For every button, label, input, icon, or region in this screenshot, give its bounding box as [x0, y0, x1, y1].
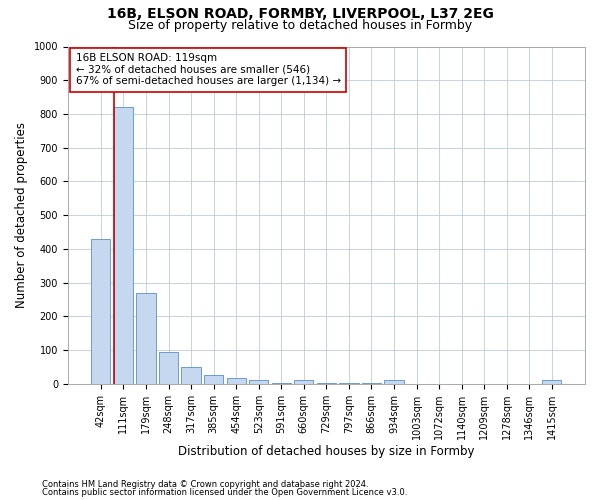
Bar: [249, 380, 268, 384]
Bar: [159, 352, 178, 384]
Text: Size of property relative to detached houses in Formby: Size of property relative to detached ho…: [128, 18, 472, 32]
Text: 16B, ELSON ROAD, FORMBY, LIVERPOOL, L37 2EG: 16B, ELSON ROAD, FORMBY, LIVERPOOL, L37 …: [107, 8, 493, 22]
Bar: [136, 292, 155, 384]
Bar: [204, 376, 223, 384]
Bar: [227, 378, 246, 384]
Bar: [317, 383, 336, 384]
Bar: [340, 383, 359, 384]
Bar: [362, 383, 381, 384]
Bar: [181, 367, 200, 384]
Text: 16B ELSON ROAD: 119sqm
← 32% of detached houses are smaller (546)
67% of semi-de: 16B ELSON ROAD: 119sqm ← 32% of detached…: [76, 53, 341, 86]
Bar: [272, 383, 291, 384]
Bar: [91, 238, 110, 384]
Y-axis label: Number of detached properties: Number of detached properties: [15, 122, 28, 308]
Text: Contains public sector information licensed under the Open Government Licence v3: Contains public sector information licen…: [42, 488, 407, 497]
Bar: [114, 107, 133, 384]
Bar: [385, 380, 404, 384]
Text: Contains HM Land Registry data © Crown copyright and database right 2024.: Contains HM Land Registry data © Crown c…: [42, 480, 368, 489]
X-axis label: Distribution of detached houses by size in Formby: Distribution of detached houses by size …: [178, 444, 475, 458]
Bar: [294, 380, 313, 384]
Bar: [542, 380, 562, 384]
